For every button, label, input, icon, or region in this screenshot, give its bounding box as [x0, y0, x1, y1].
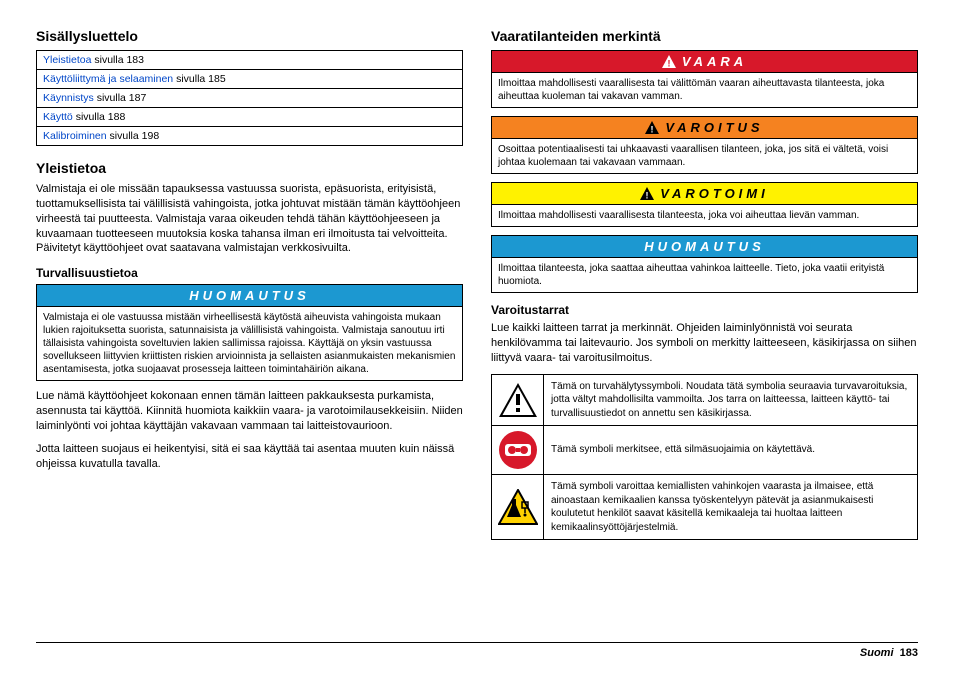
svg-text:!: !: [646, 191, 649, 201]
chemical-icon: [492, 475, 544, 540]
labels-heading: Varoitustarrat: [491, 303, 918, 317]
footer-language: Suomi: [860, 647, 894, 659]
label-text: Tämä on turvahälytyssymboli. Noudata tät…: [544, 374, 918, 426]
toc-row: Käynnistys sivulla 187: [37, 89, 463, 108]
toc-table: Yleistietoa sivulla 183Käyttöliittymä ja…: [36, 50, 463, 146]
alert-icon: !: [662, 55, 676, 68]
page-footer: Suomi 183: [36, 642, 918, 659]
safety-paragraph-1: Lue nämä käyttöohjeet kokonaan ennen täm…: [36, 389, 463, 434]
toc-row: Kalibroiminen sivulla 198: [37, 127, 463, 146]
hazard-title: HUOMAUTUS: [644, 239, 765, 254]
label-text: Tämä symboli merkitsee, että silmäsuojai…: [544, 426, 918, 475]
label-text: Tämä symboli varoittaa kemiallisten vahi…: [544, 475, 918, 540]
notice-title: HUOMAUTUS: [189, 288, 310, 303]
hazard-box: ! VAARA Ilmoittaa mahdollisesti vaarallise…: [491, 50, 918, 108]
hazard-title: VAROTOIMI: [660, 186, 768, 201]
hazard-box: ! VAROTOIMI Ilmoittaa mahdollisesti vaaral…: [491, 182, 918, 227]
toc-link[interactable]: Kalibroiminen: [43, 130, 107, 142]
safety-heading: Turvallisuustietoa: [36, 266, 463, 280]
hazard-title: VAARA: [682, 54, 747, 69]
svg-text:!: !: [651, 125, 654, 135]
hazard-body: Ilmoittaa tilanteesta, joka saattaa aihe…: [492, 257, 917, 292]
hazard-box: ! VAROITUS Osoittaa potentiaalisesti tai u…: [491, 116, 918, 174]
alert-icon: [492, 374, 544, 426]
right-column: Vaaratilanteiden merkintä ! VAARA Ilmoitta…: [491, 28, 918, 540]
alert-icon: !: [645, 121, 659, 134]
general-paragraph: Valmistaja ei ole missään tapauksessa va…: [36, 182, 463, 256]
toc-row: Yleistietoa sivulla 183: [37, 51, 463, 70]
hazard-heading: ! VAARA: [492, 51, 917, 72]
general-heading: Yleistietoa: [36, 160, 463, 176]
toc-heading: Sisällysluettelo: [36, 28, 463, 44]
hazard-body: Osoittaa potentiaalisesti tai uhkaavasti…: [492, 138, 917, 173]
toc-link[interactable]: Käynnistys: [43, 92, 94, 104]
toc-link[interactable]: Käyttö: [43, 111, 73, 123]
toc-link[interactable]: Yleistietoa: [43, 54, 91, 66]
hazard-title: VAROITUS: [665, 120, 763, 135]
hazard-heading: HUOMAUTUS: [492, 236, 917, 257]
toc-row: Käyttö sivulla 188: [37, 108, 463, 127]
hazard-box: HUOMAUTUS Ilmoittaa tilanteesta, joka saa…: [491, 235, 918, 293]
alert-icon: !: [640, 187, 654, 200]
footer-page-number: 183: [900, 647, 918, 659]
goggles-icon: [492, 426, 544, 475]
notice-heading: HUOMAUTUS: [37, 285, 462, 306]
hazard-heading: Vaaratilanteiden merkintä: [491, 28, 918, 44]
notice-box: HUOMAUTUS Valmistaja ei ole vastuussa mi…: [36, 284, 463, 381]
toc-link[interactable]: Käyttöliittymä ja selaaminen: [43, 73, 173, 85]
left-column: Sisällysluettelo Yleistietoa sivulla 183…: [36, 28, 463, 540]
labels-intro: Lue kaikki laitteen tarrat ja merkinnät.…: [491, 321, 918, 366]
hazard-body: Ilmoittaa mahdollisesti vaarallisesta ta…: [492, 72, 917, 107]
svg-text:!: !: [667, 59, 670, 69]
notice-body: Valmistaja ei ole vastuussa mistään virh…: [37, 306, 462, 380]
hazard-heading: ! VAROITUS: [492, 117, 917, 138]
safety-paragraph-2: Jotta laitteen suojaus ei heikentyisi, s…: [36, 442, 463, 472]
labels-table: Tämä on turvahälytyssymboli. Noudata tät…: [491, 374, 918, 541]
hazard-body: Ilmoittaa mahdollisesti vaarallisesta ti…: [492, 204, 917, 226]
hazard-heading: ! VAROTOIMI: [492, 183, 917, 204]
toc-row: Käyttöliittymä ja selaaminen sivulla 185: [37, 70, 463, 89]
